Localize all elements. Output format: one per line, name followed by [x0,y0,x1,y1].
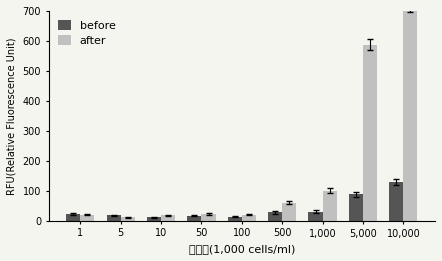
Bar [121,217,135,221]
Bar [404,11,418,221]
Bar [80,215,95,221]
Bar [187,216,202,221]
Bar [66,214,80,221]
Bar [242,215,256,221]
Bar [202,214,216,221]
Bar [282,203,296,221]
X-axis label: 세포수(1,000 cells/ml): 세포수(1,000 cells/ml) [189,244,295,254]
Bar [107,216,121,221]
Bar [309,212,323,221]
Bar [349,194,363,221]
Legend: before, after: before, after [54,16,119,49]
Y-axis label: RFU(Relative Fluorescence Unit): RFU(Relative Fluorescence Unit) [7,37,17,195]
Bar [161,216,175,221]
Bar [363,45,377,221]
Bar [323,191,337,221]
Bar [147,217,161,221]
Bar [389,182,404,221]
Bar [268,212,282,221]
Bar [228,217,242,221]
